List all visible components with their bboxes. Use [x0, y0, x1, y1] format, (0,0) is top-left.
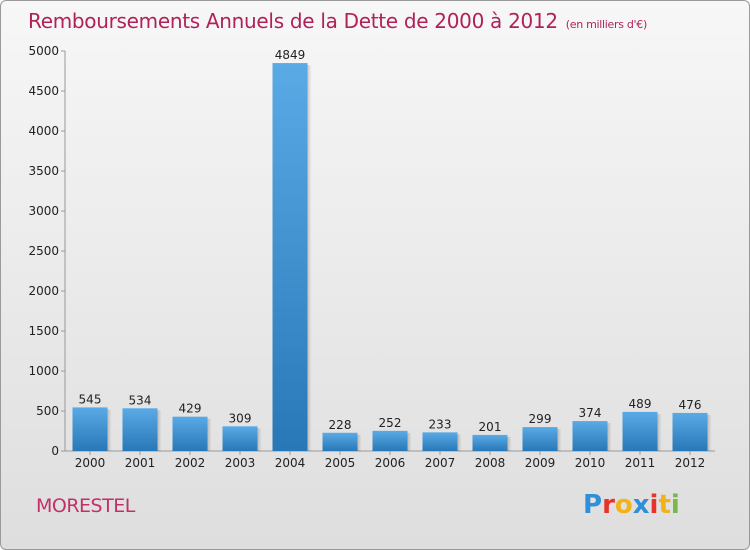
x-tick-label: 2002 — [175, 456, 206, 470]
bar-shadow — [157, 410, 162, 451]
bar-shadow — [607, 423, 612, 451]
x-tick-label: 2005 — [325, 456, 356, 470]
bar-2005 — [322, 432, 358, 451]
value-label: 4849 — [275, 48, 306, 62]
x-tick-label: 2011 — [625, 456, 656, 470]
value-label: 429 — [179, 402, 202, 416]
x-axis: 2000 2001 2002 2003 2004 2005 2006 2007 2008 2009… — [65, 450, 715, 470]
y-tick-label: 2500 — [28, 244, 59, 258]
logo-letter: i — [649, 490, 659, 520]
bar-shadow — [707, 414, 712, 451]
x-tick-label: 2000 — [75, 456, 106, 470]
y-axis: 0 500 1000 1500 2000 2500 3000 3500 4000 4500 5000 — [28, 44, 66, 458]
bar-2001 — [122, 408, 158, 451]
bar-2003 — [222, 426, 258, 451]
bar-2006 — [372, 430, 408, 451]
x-tick-label: 2006 — [375, 456, 406, 470]
value-label: 201 — [479, 420, 502, 434]
bar-shadow — [557, 429, 562, 451]
x-tick-label: 2004 — [275, 456, 306, 470]
chart-subtitle: (en milliers d'€) — [565, 18, 647, 31]
bar-shadow — [657, 413, 662, 451]
y-tick-label: 1500 — [28, 324, 59, 338]
bar-shadow — [257, 428, 262, 451]
value-label: 489 — [629, 397, 652, 411]
logo-letter: P — [583, 490, 603, 520]
value-label: 545 — [79, 392, 102, 406]
bar-shadow — [107, 409, 112, 451]
x-tick-label: 2010 — [575, 456, 606, 470]
bar-2008 — [472, 434, 508, 451]
y-tick-label: 3500 — [28, 164, 59, 178]
y-tick-label: 0 — [51, 444, 59, 458]
logo-letter: x — [632, 490, 650, 520]
bar-2004 — [272, 63, 308, 452]
city-name: MORESTEL — [36, 495, 135, 517]
value-label: 228 — [329, 418, 352, 432]
value-label: 252 — [379, 416, 402, 430]
bars-group — [72, 63, 712, 452]
bar-shadow — [357, 434, 362, 451]
y-tick-label: 3000 — [28, 204, 59, 218]
bar-shadow — [507, 436, 512, 451]
x-tick-label: 2008 — [475, 456, 506, 470]
value-label: 309 — [229, 411, 252, 425]
logo-letter: i — [670, 490, 680, 520]
x-tick-label: 2001 — [125, 456, 156, 470]
y-tick-label: 5000 — [28, 44, 59, 58]
logo-letter: t — [658, 490, 671, 520]
bar-2007 — [422, 432, 458, 451]
proxiti-logo: Proxiti — [583, 490, 680, 520]
value-label: 374 — [579, 406, 602, 420]
y-tick-label: 500 — [36, 404, 59, 418]
bar-2000 — [72, 407, 108, 451]
bar-2002 — [172, 416, 208, 451]
value-label: 476 — [679, 398, 702, 412]
x-tick-label: 2012 — [675, 456, 706, 470]
x-tick-label: 2009 — [525, 456, 556, 470]
bar-2009 — [522, 427, 558, 451]
logo-letter: r — [602, 490, 615, 520]
logo-letter: o — [614, 490, 633, 520]
x-tick-label: 2003 — [225, 456, 256, 470]
bar-shadow — [457, 434, 462, 451]
value-labels-group: 545 534 429 309 4849 228 252 233 201 299 374 489 476 — [79, 48, 702, 434]
bar-shadow — [307, 65, 312, 451]
value-label: 299 — [529, 412, 552, 426]
x-tick-label: 2007 — [425, 456, 456, 470]
chart-title-text: Remboursements Annuels de la Dette de 20… — [28, 9, 558, 33]
value-label: 233 — [429, 417, 452, 431]
y-tick-label: 1000 — [28, 364, 59, 378]
chart-title: Remboursements Annuels de la Dette de 20… — [28, 9, 647, 33]
bar-2010 — [572, 421, 608, 451]
bar-2011 — [622, 411, 658, 451]
value-label: 534 — [129, 393, 152, 407]
y-tick-label: 4000 — [28, 124, 59, 138]
y-tick-label: 2000 — [28, 284, 59, 298]
y-tick-label: 4500 — [28, 84, 59, 98]
bar-shadow — [207, 418, 212, 451]
bar-2012 — [672, 412, 708, 451]
bar-shadow — [407, 432, 412, 451]
